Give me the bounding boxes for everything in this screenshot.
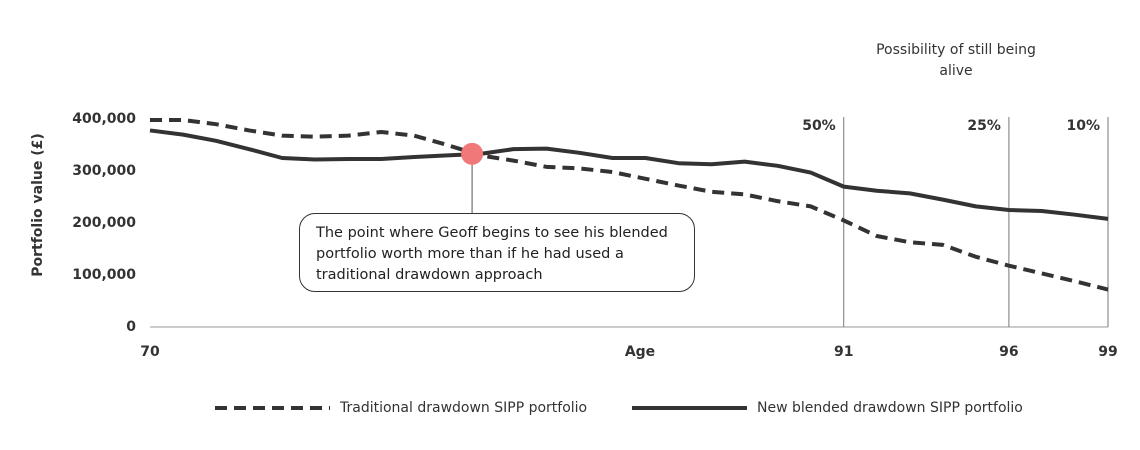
survival-label: 25% (967, 118, 1001, 134)
legend-label: Traditional drawdown SIPP portfolio (339, 400, 587, 416)
x-tick-label: 70 (140, 344, 160, 360)
callout: The point where Geoff begins to see his … (299, 213, 695, 292)
y-axis-label: Portfolio value (£) (30, 133, 46, 277)
series-line (149, 128, 1109, 221)
series-line (150, 118, 1109, 292)
y-tick-label: 300,000 (72, 163, 136, 179)
y-tick-label: 0 (126, 319, 136, 335)
y-tick-label: 200,000 (72, 215, 136, 231)
y-tick-label: 100,000 (72, 267, 136, 283)
survival-title: Possibility of still being alive (876, 42, 1036, 79)
crossover-marker (461, 142, 484, 165)
survival-label: 10% (1066, 118, 1100, 134)
x-tick-label: 99 (1098, 344, 1117, 360)
x-tick-label: 96 (999, 344, 1018, 360)
survival-label: 50% (802, 118, 836, 134)
x-axis-label: Age (625, 344, 655, 360)
y-tick-label: 400,000 (72, 111, 136, 127)
x-tick-label: 91 (834, 344, 853, 360)
legend-label: New blended drawdown SIPP portfolio (757, 400, 1023, 416)
